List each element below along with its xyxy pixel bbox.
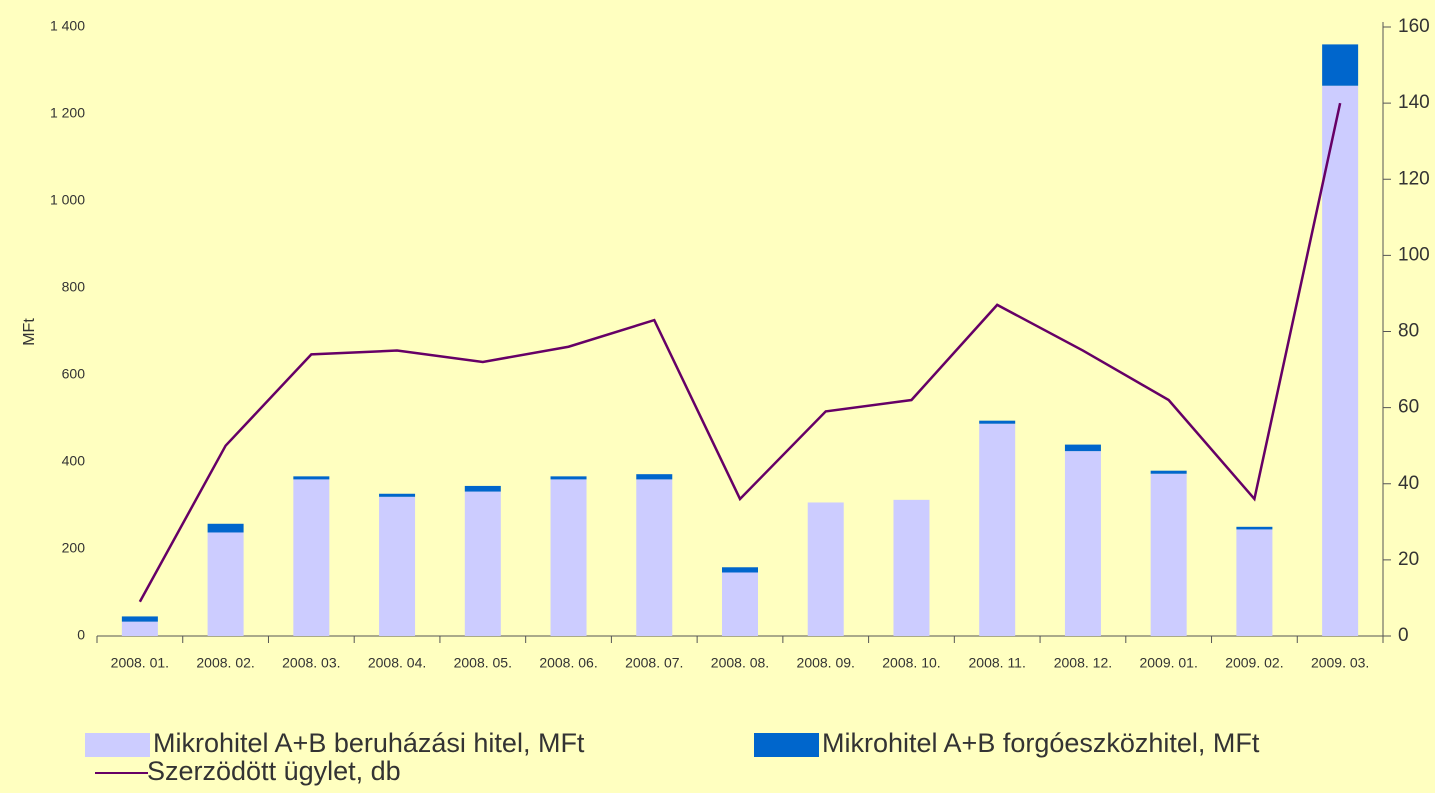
x-tick-label: 2008. 01.: [111, 655, 169, 671]
y-tick-label: 600: [62, 366, 86, 382]
legend-label: Mikrohitel A+B forgóeszközhitel, MFt: [822, 728, 1260, 758]
bar: [1236, 529, 1273, 636]
bar: [1064, 444, 1101, 452]
x-tick-label: 2009. 01.: [1139, 655, 1197, 671]
bar: [1322, 85, 1359, 637]
bar: [464, 491, 501, 636]
y-tick-label: 1 000: [50, 192, 85, 208]
bar: [550, 476, 587, 480]
line-series: [138, 102, 1342, 603]
y2-tick-label: 160: [1398, 16, 1430, 37]
y-tick-label: 200: [62, 540, 86, 556]
bar: [207, 523, 244, 533]
y-tick-label: 1 200: [50, 105, 85, 121]
bar: [293, 479, 330, 636]
bar: [1064, 451, 1101, 636]
legend-label: Mikrohitel A+B beruházási hitel, MFt: [153, 728, 585, 758]
y2-tick-label: 80: [1398, 321, 1419, 342]
x-tick-label: 2008. 11.: [969, 655, 1026, 671]
bar: [979, 420, 1016, 424]
bar: [636, 479, 673, 636]
bar: [722, 567, 758, 573]
y-tick-label: 400: [62, 453, 86, 469]
bar: [379, 493, 416, 497]
bar: [1322, 44, 1359, 86]
x-tick-label: 2008. 12.: [1054, 655, 1112, 671]
y2-tick-label: 20: [1398, 549, 1419, 570]
y2-tick-label: 140: [1398, 92, 1430, 113]
legend-swatch: [754, 733, 819, 757]
x-tick-label: 2008. 02.: [196, 655, 254, 671]
bar: [979, 423, 1016, 636]
bar: [379, 496, 416, 636]
y2-tick-label: 40: [1398, 473, 1419, 494]
y2-tick-label: 100: [1398, 244, 1430, 265]
bar: [1150, 470, 1187, 474]
legend-label: Szerzödött ügylet, db: [147, 756, 401, 786]
bar: [1150, 473, 1187, 636]
bar: [722, 572, 758, 636]
bar: [550, 479, 587, 636]
y-tick-label: 0: [77, 627, 85, 643]
bar: [293, 476, 330, 480]
x-tick-label: 2008. 05.: [454, 655, 512, 671]
x-tick-label: 2008. 10.: [882, 655, 940, 671]
bar: [1236, 526, 1273, 530]
x-tick-label: 2008. 03.: [282, 655, 340, 671]
x-tick-label: 2008. 06.: [539, 655, 597, 671]
bar: [207, 532, 244, 636]
y2-tick-label: 120: [1398, 168, 1430, 189]
bar: [636, 474, 673, 480]
y2-tick-label: 0: [1398, 625, 1409, 646]
x-tick-label: 2008. 08.: [711, 655, 769, 671]
x-tick-label: 2009. 03.: [1311, 655, 1369, 671]
legend-swatch: [85, 733, 150, 757]
y2-tick-label: 60: [1398, 397, 1419, 418]
x-tick-label: 2009. 02.: [1225, 655, 1283, 671]
x-tick-label: 2008. 04.: [368, 655, 426, 671]
bar: [464, 485, 501, 492]
x-tick-label: 2008. 07.: [625, 655, 683, 671]
bar: [121, 616, 158, 622]
bar: [807, 502, 844, 636]
y-tick-label: 1 400: [50, 18, 85, 34]
x-tick-label: 2008. 09.: [797, 655, 855, 671]
bar: [121, 621, 158, 636]
bar: [893, 499, 930, 636]
y-axis-label: MFt: [21, 318, 38, 346]
y-tick-label: 800: [62, 279, 86, 295]
